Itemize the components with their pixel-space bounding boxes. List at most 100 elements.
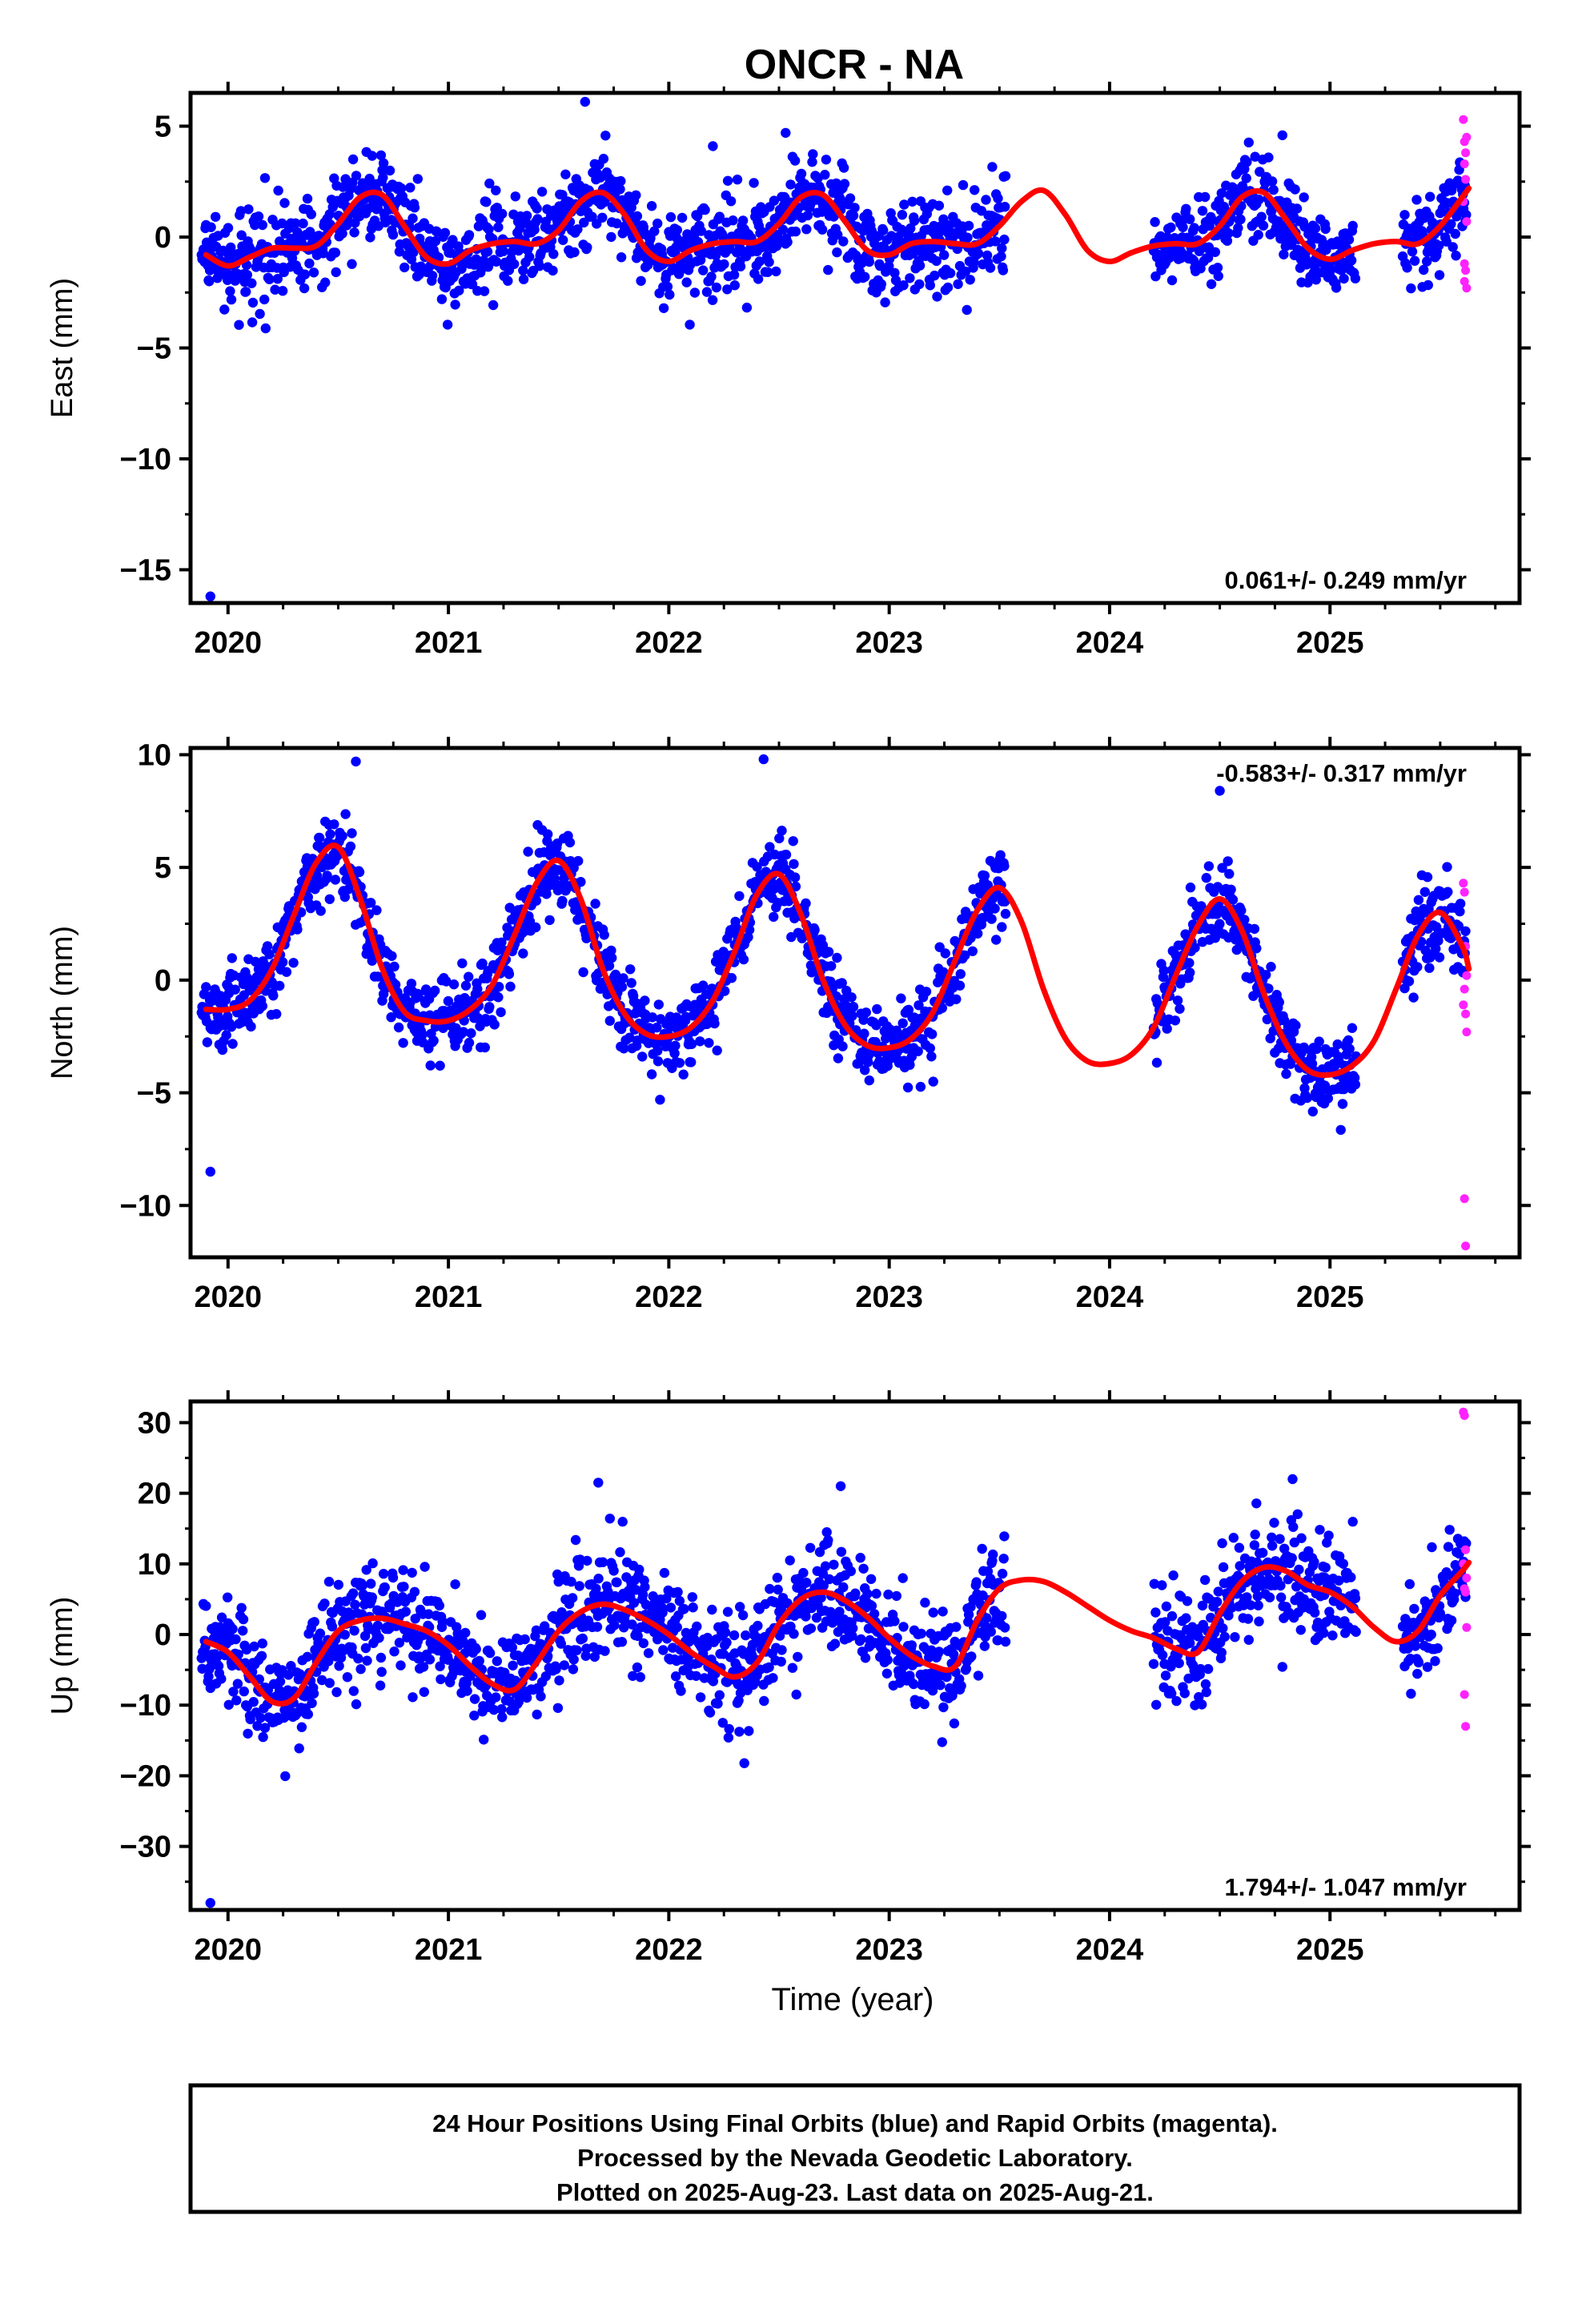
up-final-point	[488, 1704, 500, 1715]
up-final-point	[376, 1667, 387, 1677]
east-final-point	[643, 259, 653, 270]
north-final-point	[531, 895, 542, 907]
up-final-point	[357, 1580, 368, 1590]
up-xtick-label: 2023	[855, 1933, 923, 1967]
east-final-point	[241, 287, 251, 297]
up-final-point	[1151, 1699, 1162, 1710]
east-final-point	[749, 178, 759, 188]
north-final-point	[925, 1043, 936, 1054]
north-final-point	[913, 1000, 924, 1011]
up-final-point	[993, 1635, 1003, 1646]
east-final-point	[299, 283, 310, 294]
north-final-point	[769, 911, 779, 923]
up-final-point	[424, 1655, 436, 1665]
north-final-point	[504, 969, 515, 979]
north-final-point	[990, 903, 1000, 914]
east-final-point	[367, 151, 377, 161]
up-final-point	[216, 1612, 227, 1622]
up-final-point	[673, 1586, 683, 1598]
up-final-point	[764, 1662, 774, 1673]
up-final-point	[938, 1702, 949, 1713]
north-final-point	[1185, 883, 1196, 893]
north-final-point	[340, 809, 351, 819]
north-final-point	[271, 1009, 282, 1019]
up-final-point	[476, 1610, 487, 1620]
up-final-point	[492, 1656, 502, 1667]
east-final-point	[412, 174, 423, 184]
north-final-point	[731, 922, 741, 933]
up-final-point	[1250, 1530, 1260, 1540]
east-final-point	[518, 265, 528, 275]
east-final-point	[898, 280, 909, 291]
north-ylabel: North (mm)	[46, 926, 79, 1080]
up-final-point	[1166, 1610, 1178, 1622]
east-final-point	[876, 279, 887, 289]
north-final-point	[413, 989, 424, 999]
up-final-point	[394, 1638, 405, 1648]
east-final-point	[695, 255, 706, 265]
up-final-point	[327, 1621, 338, 1632]
north-final-point	[704, 1038, 714, 1048]
up-final-point	[303, 1709, 313, 1719]
up-final-point	[1218, 1623, 1228, 1634]
up-final-point	[801, 1578, 812, 1588]
east-final-point	[612, 218, 622, 229]
up-final-outlier	[205, 1898, 215, 1908]
up-final-point	[1157, 1580, 1167, 1590]
north-final-point	[1433, 935, 1443, 946]
east-final-point	[996, 251, 1006, 262]
up-final-point	[928, 1607, 938, 1618]
up-xtick-label: 2020	[195, 1933, 263, 1967]
east-final-point	[689, 287, 701, 298]
east-final-point	[616, 175, 626, 187]
up-final-point	[805, 1623, 817, 1634]
up-rapid-point	[1460, 1411, 1469, 1421]
up-final-point	[216, 1674, 227, 1684]
up-final-point	[891, 1590, 902, 1602]
east-final-point	[696, 226, 707, 236]
up-final-point	[999, 1531, 1010, 1542]
north-final-point	[458, 1027, 469, 1037]
up-final-point	[349, 1626, 359, 1636]
up-final-point	[593, 1574, 604, 1584]
north-final-point	[619, 1043, 629, 1054]
east-final-point	[1197, 206, 1208, 216]
up-final-point	[829, 1638, 841, 1649]
up-final-point	[739, 1758, 749, 1768]
up-final-point	[1430, 1656, 1440, 1667]
up-final-point	[309, 1617, 319, 1627]
up-final-point	[1160, 1617, 1170, 1627]
north-final-point	[1307, 1106, 1319, 1117]
up-final-point	[1275, 1580, 1286, 1591]
up-final-point	[424, 1609, 434, 1619]
up-final-point	[1254, 1616, 1264, 1626]
up-final-point	[628, 1671, 638, 1681]
east-model-curve	[203, 185, 1472, 269]
up-final-point	[496, 1704, 507, 1715]
east-final-point	[764, 257, 774, 267]
up-final-point	[971, 1577, 982, 1587]
east-final-point	[488, 300, 499, 311]
up-final-point	[1219, 1631, 1230, 1642]
up-final-point	[1148, 1659, 1159, 1669]
east-final-point	[808, 149, 818, 159]
up-final-point	[1294, 1564, 1304, 1575]
up-final-point	[256, 1651, 267, 1661]
east-final-point	[1206, 279, 1217, 289]
up-final-point	[556, 1638, 566, 1649]
north-final-point	[921, 987, 932, 997]
up-final-point	[443, 1655, 454, 1665]
up-final-point	[829, 1559, 839, 1570]
up-final-point	[768, 1673, 778, 1683]
east-final-point	[1450, 228, 1461, 239]
east-final-point	[1419, 264, 1429, 275]
north-final-point	[826, 961, 837, 971]
east-final-point	[953, 279, 963, 289]
up-final-point	[582, 1555, 592, 1566]
east-final-point	[1207, 215, 1218, 225]
up-final-point	[934, 1647, 945, 1657]
north-final-point	[1311, 1043, 1322, 1055]
north-final-point	[242, 972, 252, 983]
north-final-point	[858, 1015, 869, 1025]
east-final-point	[572, 224, 583, 235]
